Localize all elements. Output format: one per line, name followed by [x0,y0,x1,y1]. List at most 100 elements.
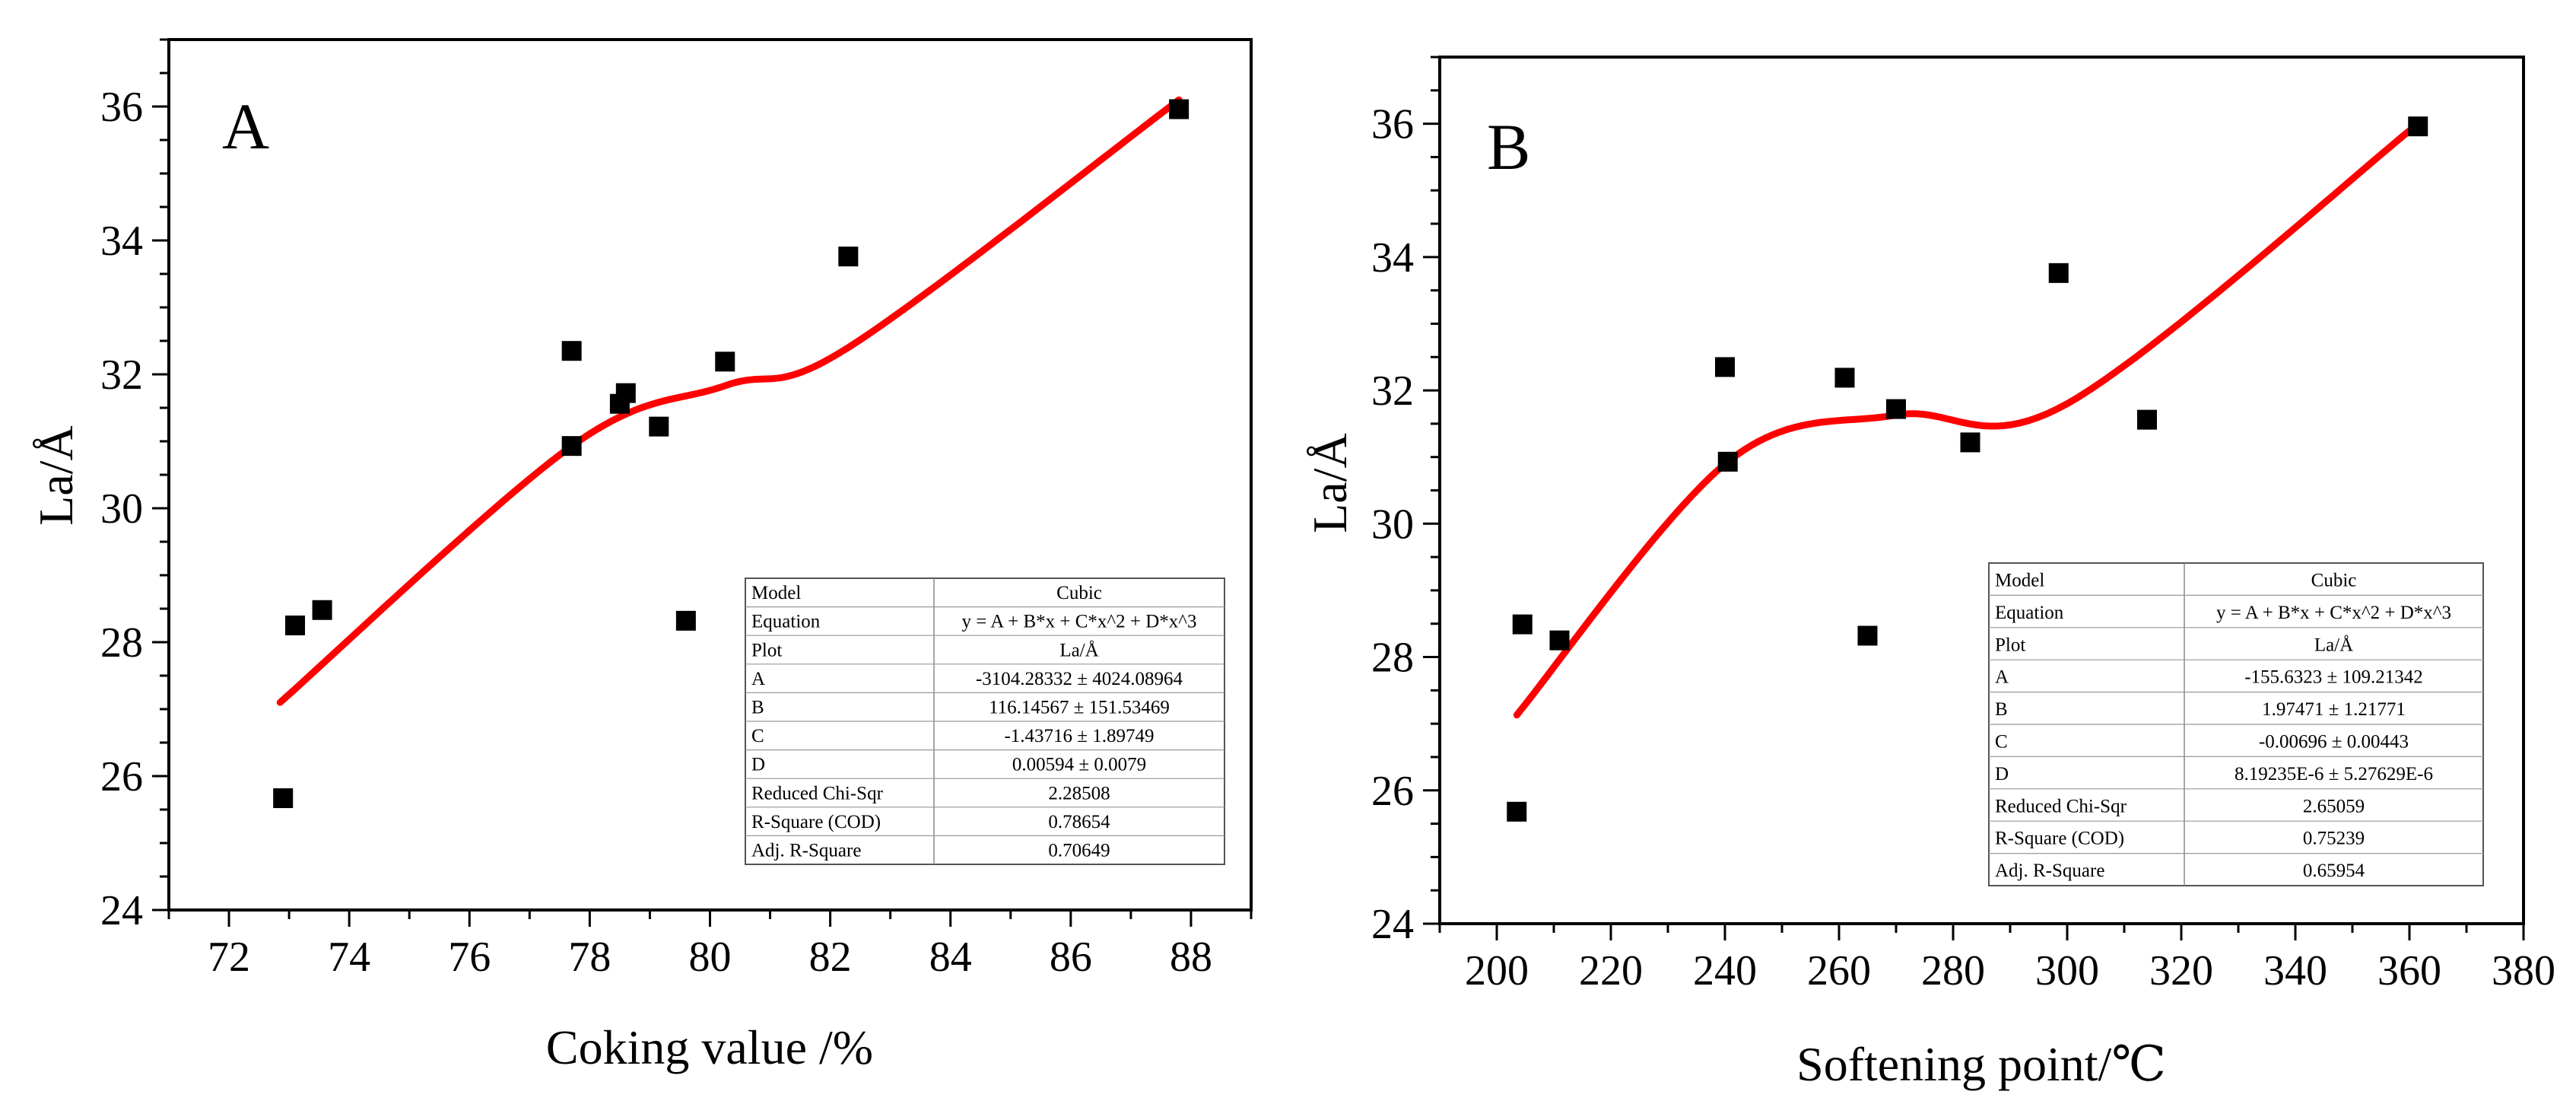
data-point [1834,368,1855,388]
fit-table-key: Adj. R-Square [1995,861,2104,881]
fit-table-value: 2.65059 [2303,796,2365,816]
fit-table-key: D [1995,764,2009,784]
x-axis-title: Coking value /% [546,1020,873,1074]
x-tick-label: 280 [1921,947,1985,994]
fit-table-value: La/Å [1059,640,1098,660]
panel-b: 200 220 240 260 280 300 320 340 360 380 24 26 28 30 32… [1303,56,2555,1091]
fit-table-value: La/Å [2314,635,2353,655]
data-point [715,352,735,372]
x-tick-label: 220 [1579,947,1643,994]
x-tick-label: 88 [1170,934,1212,981]
data-point [1169,99,1190,119]
data-point [273,788,294,809]
fit-table-value: Cubic [1056,583,1102,603]
data-point [1512,614,1533,635]
data-point [1960,432,1980,453]
y-axis-title: La/Å [29,425,83,526]
x-tick-label: 86 [1050,934,1092,981]
data-point [561,341,582,361]
fit-table-key: A [751,669,765,689]
x-tick-label: 78 [568,934,611,981]
fit-table-key: Adj. R-Square [751,840,861,861]
fit-table-key: R-Square (COD) [1995,829,2124,849]
fit-table-key: Plot [751,640,782,660]
fit-table-key: Plot [1995,635,2025,655]
fit-table-value: Cubic [2311,571,2357,591]
data-point [615,383,636,403]
y-tick-label: 32 [1371,368,1414,415]
panel-a: 72 74 76 78 80 82 84 86 88 24 26 28 30 32 34 36 Coking v… [29,38,1253,1074]
x-tick-label: 340 [2263,947,2327,994]
data-point [1549,630,1570,651]
data-point [1886,399,1906,419]
fit-table-value: 8.19235E-6 ± 5.27629E-6 [2235,764,2433,784]
fit-table-key: Model [1995,571,2044,591]
fit-table-value: 0.70649 [1048,840,1110,861]
y-tick-label: 26 [100,753,143,800]
panel-label: B [1487,110,1530,183]
fit-table-key: R-Square (COD) [751,812,881,832]
fit-table-value: y = A + B*x + C*x^2 + D*x^3 [2216,603,2451,623]
fit-table-key: Model [751,583,801,603]
panel-label: A [222,90,269,163]
x-axis-title: Softening point/℃ [1796,1037,2166,1091]
fit-curve [276,96,1183,706]
fit-table-key: C [751,726,764,746]
fit-table-value: 0.65954 [2303,861,2365,881]
fit-table-key: Equation [751,612,821,632]
x-tick-label: 360 [2377,947,2441,994]
x-tick-label: 76 [448,934,491,981]
fit-table-key: A [1995,667,2009,688]
x-tick-label: 260 [1807,947,1871,994]
fit-table-value: y = A + B*x + C*x^2 + D*x^3 [961,612,1196,632]
fit-table-key: C [1995,732,2008,752]
y-tick-label: 30 [1371,501,1414,548]
fit-table-key: Reduced Chi-Sqr [1995,796,2127,816]
fit-table-key: D [751,755,765,775]
fit-table-value: -1.43716 ± 1.89749 [1004,726,1154,746]
fit-table-value: 1.97471 ± 1.21771 [2262,699,2406,720]
y-tick-label: 36 [1371,101,1414,148]
y-tick-label: 28 [1371,635,1414,682]
y-tick-label: 34 [1371,234,1414,282]
data-point [1857,625,1878,646]
data-point [312,600,332,620]
fit-table-key: B [1995,699,2008,720]
fit-table-value: -155.6323 ± 109.21342 [2244,667,2423,688]
data-point [561,436,582,457]
fit-table-key: Equation [1995,603,2064,623]
fit-table-value: 0.78654 [1048,812,1110,832]
x-tick-label: 74 [328,934,370,981]
x-tick-label: 84 [929,934,972,981]
y-axis-title: La/Å [1303,433,1357,533]
data-point [649,416,669,437]
y-tick-label: 24 [1371,901,1414,948]
x-tick-label: 320 [2149,947,2213,994]
x-tick-label: 380 [2492,947,2555,994]
fit-table-value: 0.75239 [2303,829,2365,849]
data-point [2048,262,2069,283]
y-tick-label: 34 [100,218,143,265]
fit-table-key: Reduced Chi-Sqr [751,783,884,803]
data-point [1715,357,1735,377]
fit-table-key: B [751,697,764,718]
fit-table-value: 0.00594 ± 0.0079 [1012,755,1146,775]
y-tick-label: 30 [100,485,143,533]
y-tick-label: 26 [1371,768,1414,815]
y-tick-label: 28 [100,619,143,667]
x-tick-label: 72 [208,934,250,981]
y-tick-label: 24 [100,887,143,934]
y-tick-label: 36 [100,84,143,131]
fit-table-value: -3104.28332 ± 4024.08964 [976,669,1183,689]
data-point [1507,801,1527,822]
data-point [2137,409,2157,430]
fit-table-value: 2.28508 [1048,783,1110,803]
fit-table-value: 116.14567 ± 151.53469 [989,697,1170,718]
fit-table-value: -0.00696 ± 0.00443 [2259,732,2409,752]
x-tick-label: 300 [2035,947,2099,994]
x-tick-label: 240 [1693,947,1757,994]
y-tick-label: 32 [100,352,143,399]
x-tick-label: 200 [1465,947,1529,994]
